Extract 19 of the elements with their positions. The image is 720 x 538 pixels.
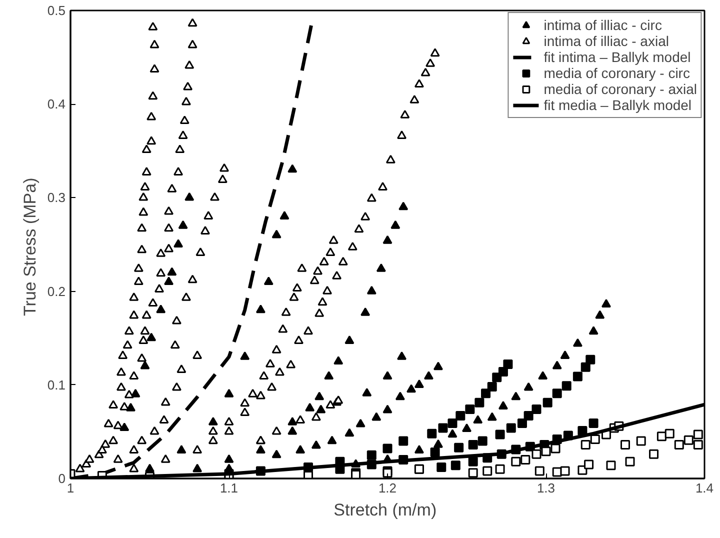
- x-tick-label: 1.4: [695, 480, 714, 496]
- y-tick-label: 0.1: [47, 377, 66, 392]
- y-tick-label: 0.4: [47, 96, 66, 112]
- y-tick-label: 0.3: [47, 190, 66, 206]
- x-tick-label: 1.3: [536, 480, 556, 496]
- y-tick-label: 0.5: [47, 3, 66, 18]
- legend-label: fit media – Ballyk model: [544, 97, 692, 113]
- legend-label: intima of illiac - axial: [544, 33, 669, 49]
- legend-label: fit intima – Ballyk model: [544, 49, 691, 65]
- x-tick-label: 1: [66, 480, 74, 496]
- legend-label: intima of illiac - circ: [544, 17, 662, 33]
- legend-label: media of coronary - axial: [544, 81, 697, 97]
- y-axis-title: True Stress (MPa): [20, 178, 40, 316]
- y-tick-label: 0: [58, 471, 66, 486]
- legend-label: media of coronary - circ: [544, 65, 690, 81]
- x-tick-label: 1.1: [220, 480, 238, 496]
- x-tick-label: 1.2: [378, 480, 397, 496]
- y-tick-label: 0.2: [47, 284, 66, 299]
- x-axis-title: Stretch (m/m): [334, 500, 437, 520]
